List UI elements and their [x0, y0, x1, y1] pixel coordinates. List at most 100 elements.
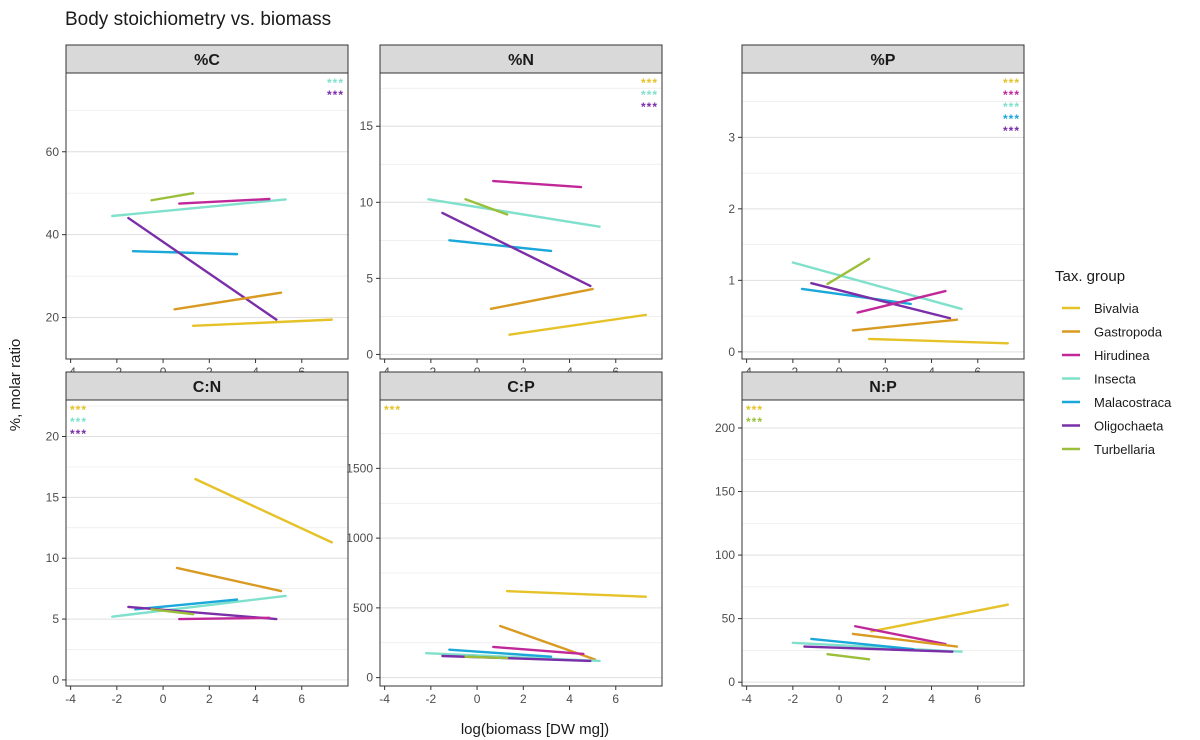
x-tick-label: -2: [426, 692, 437, 706]
facet-strip: [379, 371, 663, 401]
regression-line: [173, 291, 283, 311]
y-tick-label: 2: [728, 202, 735, 216]
regression-line: [508, 313, 648, 336]
facet-strip-label: N:P: [869, 379, 897, 396]
regression-line: [870, 603, 1010, 633]
x-tick-label: 0: [836, 692, 843, 706]
x-tick-label: 6: [612, 692, 619, 706]
facet-strip: [741, 371, 1025, 401]
legend: Tax. group Bivalvia Gastropoda Hirudinea In…: [1055, 268, 1172, 457]
regression-line: [178, 197, 271, 205]
regression-line: [448, 648, 553, 658]
facet-strip-label: %N: [508, 52, 534, 69]
y-tick-label: 0: [52, 673, 59, 687]
facet-strip: [65, 44, 349, 74]
y-axis-title: %, molar ratio: [7, 339, 24, 432]
significance-marker: ***: [70, 415, 87, 429]
significance-marker: ***: [641, 88, 658, 102]
x-tick-label: 4: [566, 692, 573, 706]
panel-border: [741, 399, 1025, 687]
significance-marker: ***: [1003, 76, 1020, 90]
x-tick-label: -2: [788, 692, 799, 706]
legend-title: Tax. group: [1055, 268, 1125, 285]
panel-border: [741, 72, 1025, 360]
y-tick-label: 0: [366, 671, 373, 685]
facet-panel: C:P 0 500 1000 1500 -4 -2 0 2 4 6 ***: [346, 371, 663, 706]
regression-line: [150, 192, 195, 202]
significance-marker: ***: [1003, 112, 1020, 126]
y-tick-label: 5: [52, 612, 59, 626]
y-tick-label: 0: [366, 347, 373, 361]
y-tick-label: 10: [46, 551, 60, 565]
regression-line: [803, 645, 954, 653]
y-tick-label: 500: [353, 601, 373, 615]
figure-title: Body stoichiometry vs. biomass: [65, 9, 331, 30]
y-tick-label: 1500: [346, 461, 373, 475]
facet-strip-label: %P: [871, 52, 896, 69]
significance-marker: ***: [746, 403, 763, 417]
facet-panel: N:P 0 50 100 150 200 -4 -2 0 2 4 6 ******: [715, 371, 1025, 706]
x-tick-label: 2: [206, 692, 213, 706]
regression-line: [489, 287, 594, 310]
regression-line: [867, 337, 1010, 345]
regression-line: [175, 566, 283, 593]
regression-line: [791, 261, 963, 311]
x-tick-label: -2: [112, 692, 123, 706]
regression-line: [448, 239, 553, 253]
regression-line: [150, 608, 195, 616]
y-tick-label: 3: [728, 130, 735, 144]
regression-line: [856, 289, 947, 314]
plot-area: [66, 400, 348, 686]
panel-border: [379, 72, 663, 360]
x-tick-label: 4: [928, 692, 935, 706]
y-tick-label: 50: [722, 612, 736, 626]
y-tick-label: 1: [728, 273, 735, 287]
significance-marker: ***: [1003, 100, 1020, 114]
regression-line: [427, 198, 601, 228]
regression-line: [851, 632, 959, 648]
regression-line: [826, 257, 871, 286]
panel-border: [379, 399, 663, 687]
plot-area: [380, 400, 662, 686]
facet-strip-label: %C: [194, 52, 220, 69]
regression-line: [191, 318, 334, 328]
significance-marker: ***: [327, 88, 344, 102]
y-tick-label: 200: [715, 421, 735, 435]
y-tick-label: 1000: [346, 531, 373, 545]
regression-line: [131, 250, 239, 256]
plot-area: [742, 400, 1024, 686]
significance-marker: ***: [70, 403, 87, 417]
x-tick-label: 0: [474, 692, 481, 706]
significance-marker: ***: [70, 427, 87, 441]
regression-line: [800, 287, 912, 306]
y-tick-label: 0: [728, 675, 735, 689]
regression-line: [178, 616, 271, 621]
x-tick-label: -4: [65, 692, 76, 706]
regression-line: [810, 637, 915, 651]
regression-line: [492, 179, 583, 189]
y-tick-label: 10: [360, 195, 374, 209]
regression-line: [194, 477, 334, 544]
regression-line: [111, 594, 287, 618]
y-tick-label: 150: [715, 485, 735, 499]
plot-area: [380, 73, 662, 359]
panel-border: [65, 399, 349, 687]
regression-line: [111, 198, 287, 218]
legend-label: Oligochaeta: [1094, 419, 1164, 434]
regression-line: [492, 645, 585, 656]
x-tick-label: -4: [379, 692, 390, 706]
y-tick-label: 100: [715, 548, 735, 562]
facet-strip-label: C:P: [507, 379, 535, 396]
significance-marker: ***: [1003, 88, 1020, 102]
y-tick-label: 20: [46, 311, 60, 325]
x-tick-label: 2: [520, 692, 527, 706]
x-tick-label: 2: [882, 692, 889, 706]
significance-marker: ***: [746, 415, 763, 429]
x-tick-label: 0: [160, 692, 167, 706]
significance-marker: ***: [641, 100, 658, 114]
plot-area: [66, 73, 348, 359]
facet-strip: [65, 371, 349, 401]
x-axis-title: log(biomass [DW mg]): [461, 721, 609, 738]
